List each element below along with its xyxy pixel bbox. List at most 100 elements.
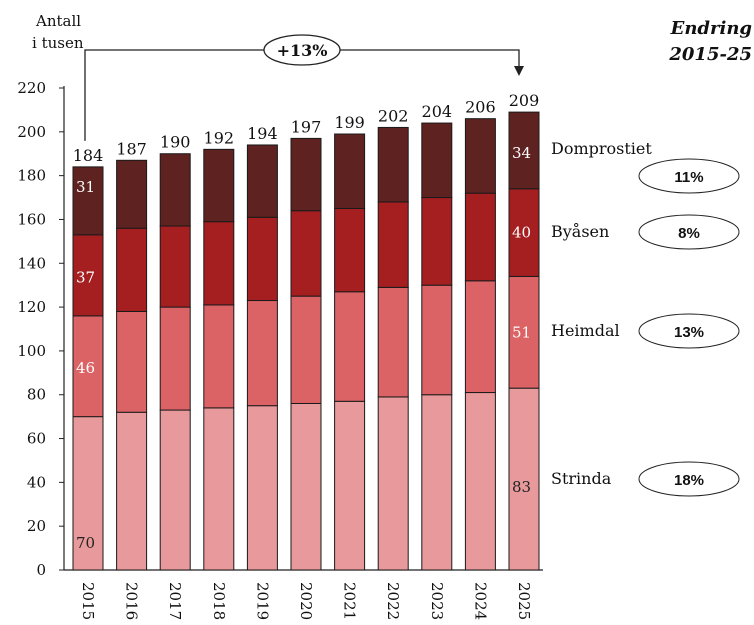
y-tick-label: 140: [17, 254, 46, 272]
bar-segment-by-sen: [508, 188, 540, 277]
bar-segment-heimdal: [421, 284, 453, 396]
bar-segment-heimdal: [159, 306, 191, 411]
bar-total-label: 192: [204, 128, 235, 147]
bar-segment-heimdal: [508, 275, 540, 389]
bar-segment-by-sen: [246, 216, 278, 302]
segment-label-last: 83: [512, 478, 531, 496]
bar-segment-by-sen: [116, 227, 148, 312]
change-value: 11%: [674, 169, 703, 186]
x-tick-label: 2024: [471, 582, 489, 620]
bar-segment-domprostiet: [377, 126, 409, 203]
change-title-line1: Endring: [670, 18, 752, 39]
change-value: 18%: [674, 472, 704, 489]
axes: 0 20 40 60 80 100 120 140 160 180 200 220 Antall i tu…: [17, 12, 543, 579]
bar-total-label: 194: [247, 124, 278, 143]
bar-total-label: 187: [116, 139, 147, 158]
change-value: 8%: [678, 225, 700, 242]
bar-segment-heimdal: [203, 304, 235, 409]
bar-segment-domprostiet: [421, 122, 453, 199]
bar-segment-strinda: [246, 405, 278, 571]
bar-total-label: 190: [160, 133, 191, 152]
bar-total-label: 184: [73, 146, 104, 165]
y-axis-title-line2: i tusen: [32, 34, 84, 52]
bar-segment-heimdal: [246, 300, 278, 407]
bar-segment-strinda: [116, 411, 148, 571]
x-tick-label: 2018: [210, 582, 228, 620]
bar-segment-domprostiet: [290, 137, 322, 212]
y-tick-label: 120: [17, 298, 46, 316]
y-tick-label: 200: [17, 123, 46, 141]
y-tick-label: 100: [17, 342, 46, 360]
annotations: Strinda 18% Heimdal 13% Byåsen 8% Domprostiet 1…: [84, 18, 752, 497]
bar-segment-heimdal: [377, 286, 409, 398]
x-tick-label: 2017: [166, 582, 184, 620]
bar-segment-strinda: [334, 400, 366, 571]
bar-segment-strinda: [508, 387, 540, 571]
x-tick-label: 2019: [253, 582, 271, 620]
bar-segment-by-sen: [159, 225, 191, 308]
change-oval: [638, 158, 740, 194]
bar-segment-domprostiet: [246, 144, 278, 218]
bar-segment-domprostiet: [159, 153, 191, 227]
segment-label-last: 34: [512, 144, 531, 162]
bars: [72, 111, 540, 571]
bar-total-label: 197: [291, 117, 322, 136]
y-tick-label: 220: [17, 79, 46, 97]
bar-segment-by-sen: [334, 208, 366, 293]
segment-label-first: 37: [76, 268, 95, 286]
bar-segment-strinda: [464, 392, 496, 571]
bar-segment-heimdal: [290, 295, 322, 404]
bar-segment-domprostiet: [464, 118, 496, 194]
bar-segment-strinda: [203, 407, 235, 571]
y-tick-label: 160: [17, 210, 46, 228]
series-name-by-sen: Byåsen: [551, 222, 609, 241]
bar-segment-heimdal: [72, 315, 104, 418]
change-title-line2: 2015-25: [668, 44, 752, 65]
change-oval: [638, 214, 740, 250]
bar-segment-domprostiet: [508, 111, 540, 190]
bar-segment-by-sen: [377, 201, 409, 288]
y-tick-label: 180: [17, 167, 46, 185]
bar-segment-by-sen: [464, 192, 496, 282]
bar-segment-strinda: [72, 416, 104, 571]
series-name-strinda: Strinda: [551, 469, 612, 488]
y-tick-label: 0: [36, 561, 46, 579]
y-tick-label: 40: [27, 473, 46, 491]
bar-segment-strinda: [377, 396, 409, 571]
total-change-oval: [263, 34, 341, 66]
x-tick-label: 2016: [123, 582, 141, 620]
change-oval: [638, 313, 740, 349]
y-axis-title-line1: Antall: [35, 12, 81, 30]
bar-segment-by-sen: [203, 221, 235, 306]
bar-total-label: 209: [509, 91, 540, 110]
bar-segment-by-sen: [72, 234, 104, 317]
segment-label-first: 46: [76, 359, 95, 377]
change-value: 13%: [674, 324, 704, 341]
total-change-label: +13%: [277, 41, 328, 60]
series-name-domprostiet: Domprostiet: [551, 139, 652, 158]
y-tick-label: 20: [27, 517, 46, 535]
bar-segment-by-sen: [290, 210, 322, 297]
labels: 184 2015 187 2016 190 2017 192 2018 194 2019 197 20…: [73, 91, 540, 620]
bar-segment-domprostiet: [72, 166, 104, 236]
bar-segment-heimdal: [464, 280, 496, 394]
series-name-heimdal: Heimdal: [551, 321, 620, 340]
y-tick-label: 60: [27, 430, 46, 448]
bar-segment-domprostiet: [203, 148, 235, 223]
bar-segment-domprostiet: [116, 159, 148, 229]
bar-total-label: 204: [422, 102, 453, 121]
bar-total-label: 206: [465, 98, 496, 117]
bar-segment-strinda: [159, 409, 191, 571]
x-tick-label: 2020: [297, 582, 315, 620]
x-tick-label: 2023: [428, 582, 446, 620]
change-oval: [638, 461, 740, 497]
segment-label-first: 70: [76, 534, 95, 552]
x-tick-label: 2022: [384, 582, 402, 620]
bar-segment-strinda: [290, 402, 322, 571]
bar-segment-by-sen: [421, 197, 453, 286]
x-tick-label: 2025: [515, 582, 533, 620]
x-tick-label: 2021: [341, 582, 359, 620]
bar-segment-strinda: [421, 394, 453, 571]
y-tick-label: 80: [27, 386, 46, 404]
